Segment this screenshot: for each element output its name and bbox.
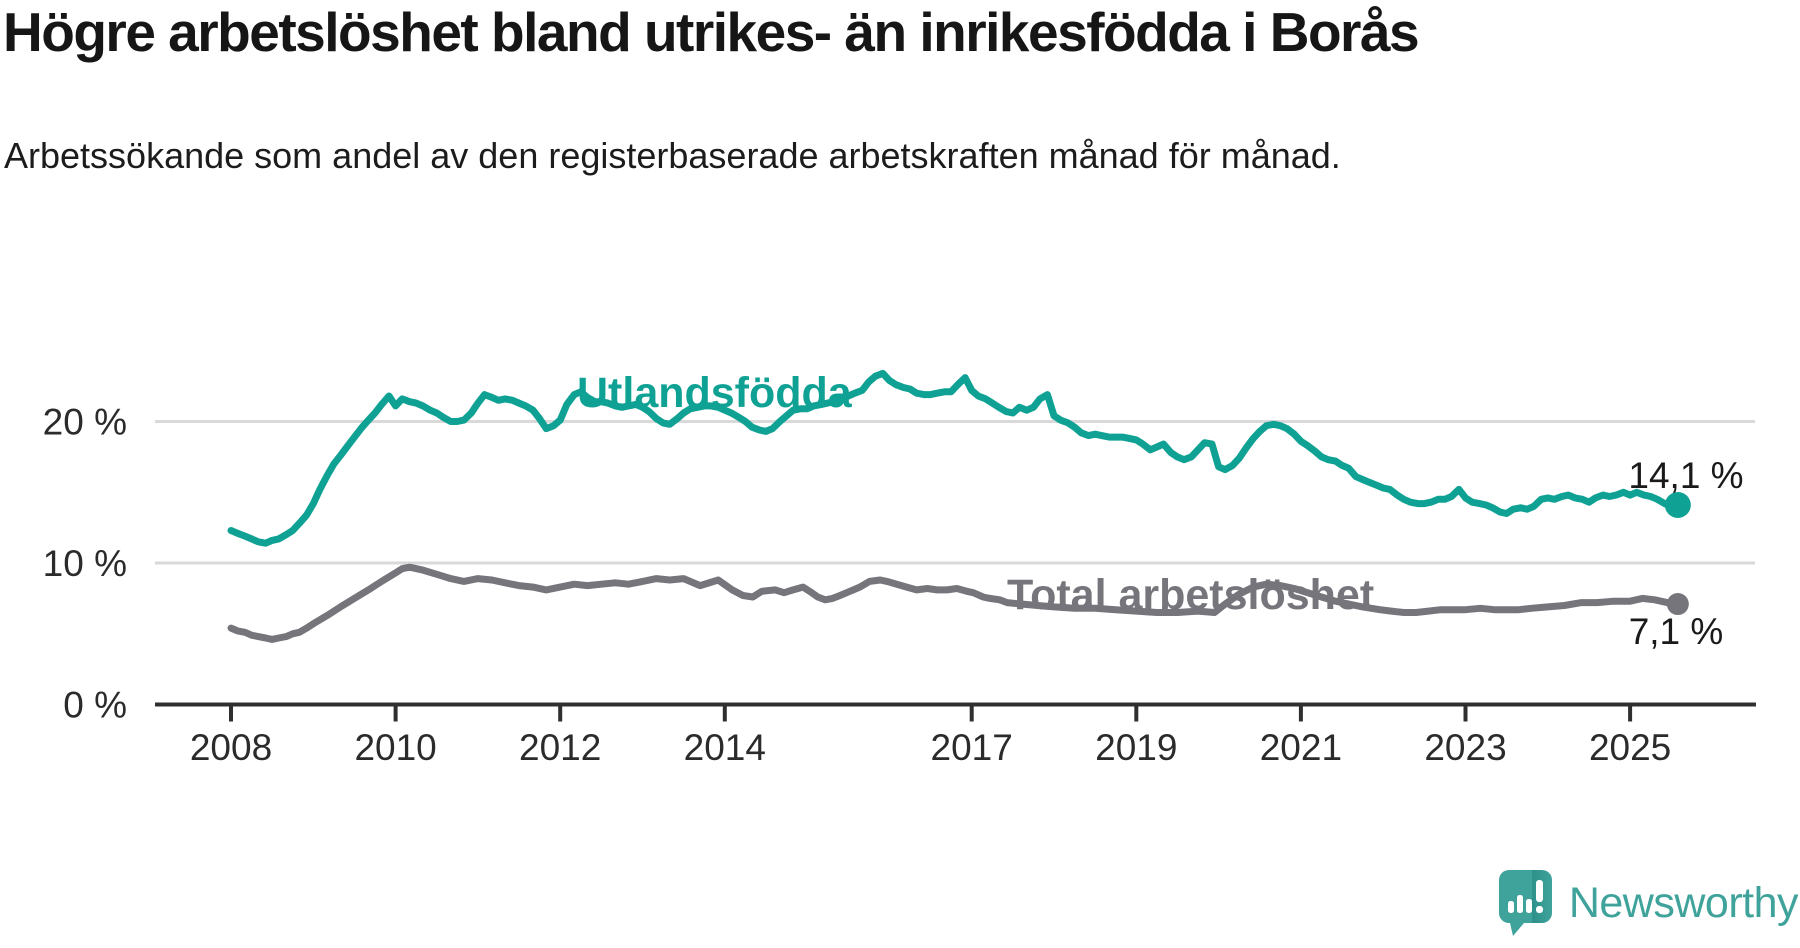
exclamation-stem	[1535, 880, 1543, 902]
series-end-value-total: 7,1 %	[1629, 611, 1724, 652]
x-tick-label-2010: 2010	[354, 727, 436, 768]
series-end-dot-total	[1666, 593, 1689, 616]
exclamation-dot	[1535, 906, 1543, 913]
speech-bubble-shape	[1498, 870, 1552, 936]
newsworthy-branding: Newsworthy	[1498, 870, 1799, 936]
chart-title: Högre arbetslöshet bland utrikes- än inr…	[3, 1, 1420, 63]
y-tick-label-20: 20 %	[43, 402, 127, 443]
series-end-value-utlandsfodda: 14,1 %	[1628, 455, 1743, 496]
x-tick-label-2012: 2012	[519, 727, 601, 768]
newsworthy-logo-icon	[1498, 870, 1552, 936]
y-tick-label-10: 10 %	[43, 543, 127, 584]
series-label-utlandsfodda: Utlandsfödda	[577, 369, 853, 417]
y-tick-label-0: 0 %	[63, 685, 127, 726]
x-tick-label-2023: 2023	[1424, 727, 1506, 768]
chart-subtitle: Arbetssökande som andel av den registerb…	[4, 135, 1341, 176]
x-tick-label-2008: 2008	[190, 727, 272, 768]
series-end-dot-utlandsfodda	[1664, 491, 1691, 518]
series-line-total	[227, 563, 1682, 643]
x-tick-label-2017: 2017	[931, 727, 1013, 768]
x-tick-label-2025: 2025	[1589, 727, 1671, 768]
series-line-utlandsfodda	[227, 369, 1682, 547]
bar-1	[1507, 901, 1514, 913]
newsworthy-wordmark: Newsworthy	[1568, 878, 1799, 927]
bar-2	[1516, 895, 1523, 913]
x-tick-label-2021: 2021	[1260, 727, 1342, 768]
series-label-total: Total arbetslöshet	[1007, 571, 1374, 619]
x-tick-label-2014: 2014	[684, 727, 766, 768]
x-tick-label-2019: 2019	[1095, 727, 1177, 768]
bar-3	[1525, 899, 1532, 913]
